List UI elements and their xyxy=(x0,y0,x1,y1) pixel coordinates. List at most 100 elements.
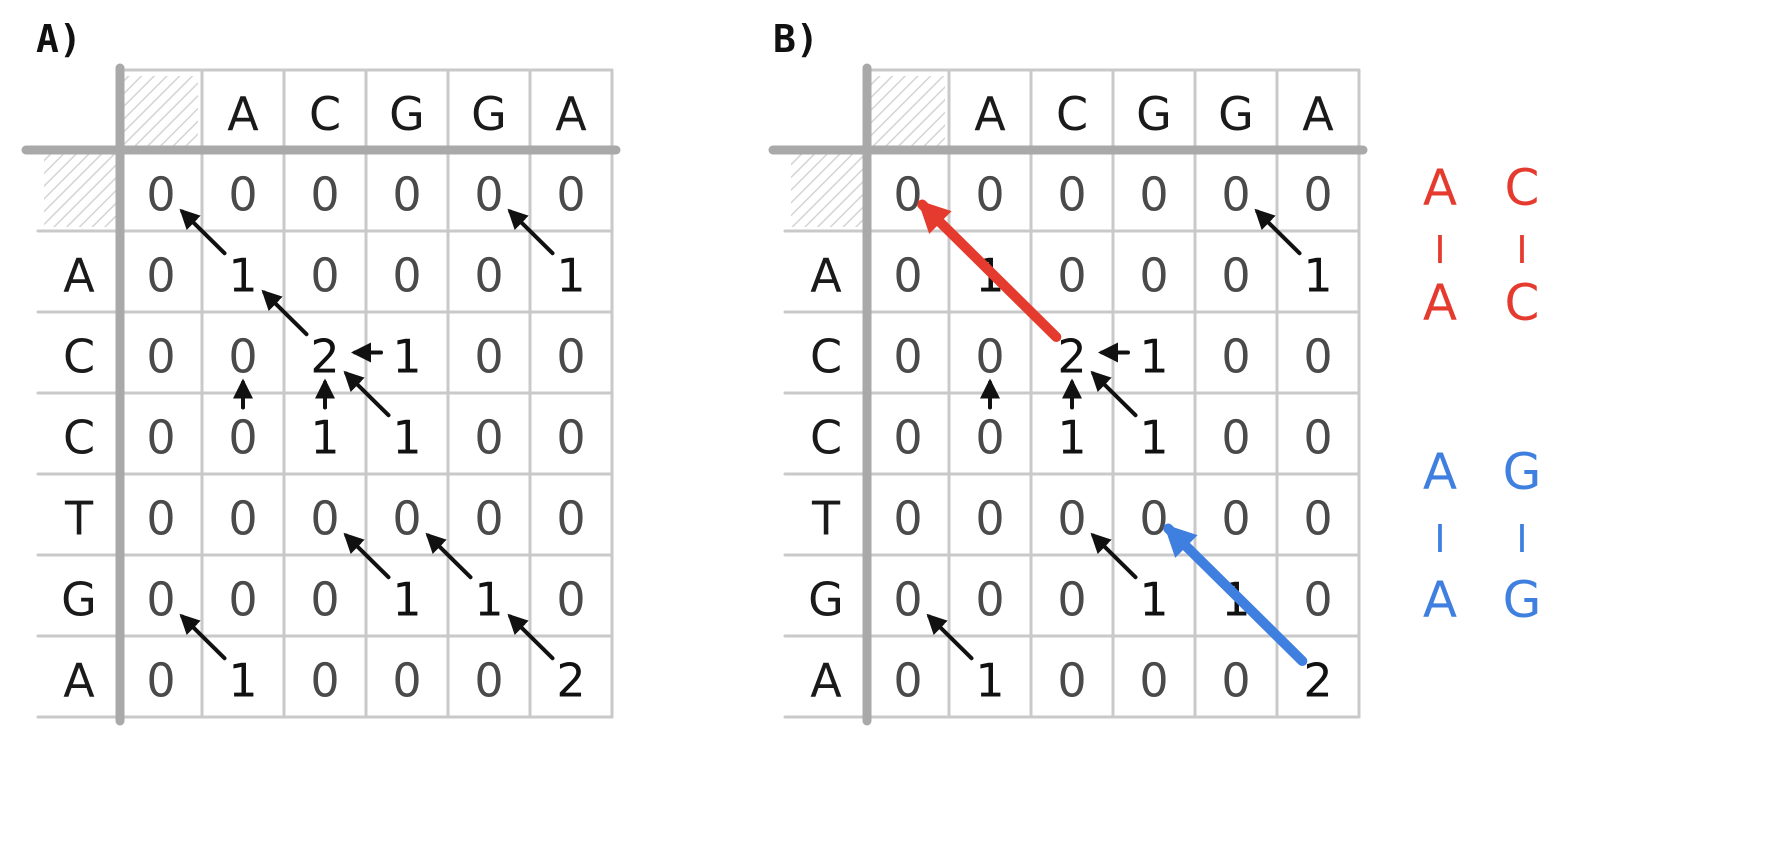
hatched-corner-top xyxy=(871,76,945,146)
traceback-arrow-black xyxy=(1254,208,1302,256)
score-cell: 0 xyxy=(146,492,175,546)
score-cell: 0 xyxy=(474,330,503,384)
score-cell: 1 xyxy=(392,573,421,627)
score-cell: 0 xyxy=(975,168,1004,222)
score-cell: 0 xyxy=(228,330,257,384)
row-header: C xyxy=(810,411,842,465)
score-cell: 0 xyxy=(310,249,339,303)
traceback-arrow-black xyxy=(507,613,555,661)
alignment-red-top-2: C xyxy=(1505,159,1540,217)
score-cell: 2 xyxy=(556,654,585,708)
row-header: A xyxy=(63,654,95,708)
score-cell: 0 xyxy=(228,168,257,222)
row-header: C xyxy=(63,411,95,465)
traceback-arrow-black xyxy=(1090,370,1138,418)
score-cell: 0 xyxy=(1139,492,1168,546)
row-header: A xyxy=(810,249,842,303)
score-cell: 0 xyxy=(310,573,339,627)
traceback-arrow-black xyxy=(343,370,391,418)
score-cell: 0 xyxy=(1221,411,1250,465)
score-cell: 0 xyxy=(556,411,585,465)
alignment-red-bar-2: I xyxy=(1516,228,1527,272)
score-cell: 0 xyxy=(1139,654,1168,708)
panel-b-label: B) xyxy=(773,17,819,61)
score-cell: 0 xyxy=(1057,654,1086,708)
score-cell: 0 xyxy=(146,411,175,465)
column-header: G xyxy=(1218,87,1254,141)
row-header: G xyxy=(61,573,97,627)
score-cell: 0 xyxy=(893,411,922,465)
score-cell: 1 xyxy=(1139,330,1168,384)
alignment-blue-top-1: A xyxy=(1423,443,1457,501)
score-cell: 0 xyxy=(1303,330,1332,384)
score-cell: 1 xyxy=(392,330,421,384)
panel-b-table: ACGGAACCTGA00000001000100210000110000000… xyxy=(768,63,1368,726)
score-cell: 0 xyxy=(893,573,922,627)
row-header: A xyxy=(63,249,95,303)
alignment-red-top-1: A xyxy=(1423,159,1457,217)
score-cell: 0 xyxy=(975,411,1004,465)
score-cell: 0 xyxy=(392,168,421,222)
score-cell: 0 xyxy=(1057,492,1086,546)
row-header: T xyxy=(64,492,94,546)
score-cell: 1 xyxy=(1139,573,1168,627)
score-cell: 0 xyxy=(1303,168,1332,222)
traceback-arrow-black xyxy=(343,532,391,580)
score-cell: 1 xyxy=(228,249,257,303)
score-cell: 0 xyxy=(310,168,339,222)
score-cell: 2 xyxy=(1057,330,1086,384)
score-cell: 0 xyxy=(474,654,503,708)
row-header: C xyxy=(63,330,95,384)
score-cell: 1 xyxy=(1303,249,1332,303)
score-cell: 0 xyxy=(893,168,922,222)
traceback-arrow-black xyxy=(261,289,309,337)
score-cell: 0 xyxy=(146,654,175,708)
traceback-arrow-red xyxy=(917,199,1062,343)
row-header: T xyxy=(811,492,841,546)
traceback-arrow-black xyxy=(926,613,974,661)
score-cell: 1 xyxy=(1057,411,1086,465)
score-cell: 0 xyxy=(1057,249,1086,303)
score-cell: 1 xyxy=(474,573,503,627)
alignment-blue: A G I I A G xyxy=(1423,443,1541,629)
score-cell: 0 xyxy=(392,654,421,708)
score-cell: 0 xyxy=(228,573,257,627)
score-cell: 0 xyxy=(146,330,175,384)
traceback-arrow-black xyxy=(507,208,555,256)
traceback-arrow-black xyxy=(425,532,473,580)
score-cell: 0 xyxy=(310,492,339,546)
score-cell: 0 xyxy=(556,168,585,222)
score-cell: 0 xyxy=(474,492,503,546)
score-cell: 0 xyxy=(556,330,585,384)
alignment-blue-bottom-1: A xyxy=(1423,571,1457,629)
column-header: C xyxy=(309,87,341,141)
score-cell: 0 xyxy=(146,168,175,222)
column-header: A xyxy=(974,87,1006,141)
column-header: C xyxy=(1056,87,1088,141)
score-cell: 0 xyxy=(146,249,175,303)
traceback-arrow-blue xyxy=(1163,523,1308,667)
score-cell: 0 xyxy=(1057,168,1086,222)
score-cell: 0 xyxy=(556,573,585,627)
score-cell: 0 xyxy=(893,330,922,384)
column-header: A xyxy=(227,87,259,141)
column-header: G xyxy=(389,87,425,141)
score-cell: 1 xyxy=(556,249,585,303)
score-cell: 0 xyxy=(474,168,503,222)
traceback-arrow-black xyxy=(179,208,227,256)
column-header: G xyxy=(1136,87,1172,141)
score-cell: 0 xyxy=(474,411,503,465)
score-cell: 0 xyxy=(392,249,421,303)
alignment-blue-top-2: G xyxy=(1503,443,1542,501)
score-cell: 1 xyxy=(392,411,421,465)
score-cell: 1 xyxy=(228,654,257,708)
alignment-blue-bar-2: I xyxy=(1516,517,1527,561)
alignment-red-bottom-2: C xyxy=(1505,274,1540,332)
panel-b: B) ACGGAACCTGA00000001000100210000110000… xyxy=(768,17,1368,726)
column-header: A xyxy=(1302,87,1334,141)
alignment-blue-bar-1: I xyxy=(1434,517,1445,561)
score-cell: 1 xyxy=(975,654,1004,708)
